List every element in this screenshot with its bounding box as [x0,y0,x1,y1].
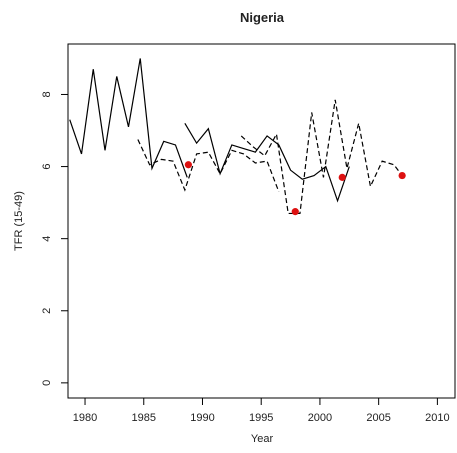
chart-title: Nigeria [240,10,285,25]
data-point [398,171,406,180]
y-tick-label: 6 [41,164,53,170]
x-tick-label: 2005 [366,412,390,424]
data-point [184,161,192,169]
x-tick-label: 1980 [73,412,97,424]
y-tick-label: 8 [41,91,53,97]
data-line [137,139,280,193]
x-tick-label: 2000 [308,412,332,424]
x-tick-label: 1990 [190,412,214,424]
y-tick-label: 2 [41,308,53,314]
x-tick-label: 1985 [132,412,156,424]
y-tick-label: 0 [41,380,53,386]
plot-box [67,43,456,399]
y-axis-label: TFR (15-49) [13,191,25,251]
data-point [291,208,299,216]
x-axis-label: Year [251,433,274,445]
data-line [69,58,188,178]
data-line [240,99,403,215]
x-tick-label: 1995 [249,412,273,424]
x-tick-label: 2010 [425,412,449,424]
data-point [338,173,346,181]
y-tick-label: 4 [41,236,53,242]
